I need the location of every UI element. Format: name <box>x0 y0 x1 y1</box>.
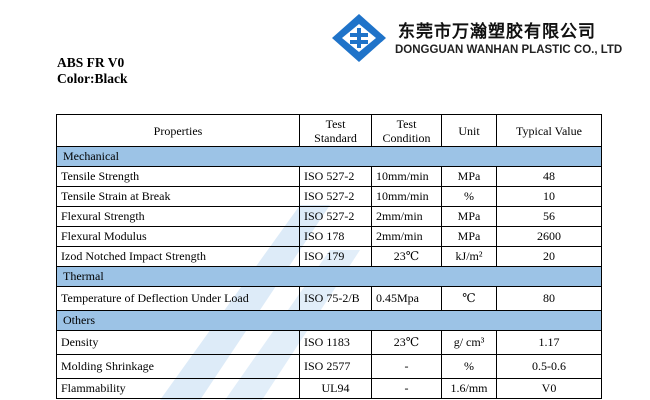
company-name-en: DONGGUAN WANHAN PLASTIC CO., LTD <box>395 44 623 56</box>
product-color: Color:Black <box>57 71 128 86</box>
table-row: Density ISO 1183 23℃ g/ cm³ 1.17 <box>56 330 602 355</box>
table-row: Tensile Strain at Break ISO 527-2 10mm/m… <box>56 186 602 207</box>
header-test-condition: Test Condition <box>371 114 442 147</box>
header-unit: Unit <box>441 114 497 147</box>
table-row: Temperature of Deflection Under Load ISO… <box>56 286 602 311</box>
section-row-thermal: Thermal <box>56 266 602 287</box>
table-row: Flexural Modulus ISO 178 2mm/min MPa 260… <box>56 226 602 247</box>
header-typical-value: Typical Value <box>496 114 602 147</box>
company-logo <box>332 14 386 62</box>
table-row: Tensile Strength ISO 527-2 10mm/min MPa … <box>56 166 602 187</box>
company-name-cn: 东莞市万瀚塑胶有限公司 <box>398 22 596 42</box>
properties-table: Properties Test Standard Test Condition Un… <box>56 114 602 399</box>
product-grade: ABS FR V0 <box>57 55 125 70</box>
section-row-mechanical: Mechanical <box>56 146 602 167</box>
table-row: Flexural Strength ISO 527-2 2mm/min MPa … <box>56 206 602 227</box>
table-row: Molding Shrinkage ISO 2577 - % 0.5-0.6 <box>56 354 602 379</box>
section-row-others: Others <box>56 310 602 331</box>
table-row: Flammability UL94 - 1.6/mm V0 <box>56 378 602 399</box>
table-row: Izod Notched Impact Strength ISO 179 23℃… <box>56 246 602 267</box>
header-properties: Properties <box>56 114 300 147</box>
product-heading: ABS FR V0 Color:Black <box>57 55 128 87</box>
header-test-standard: Test Standard <box>299 114 372 147</box>
table-header-row: Properties Test Standard Test Condition Un… <box>56 114 602 147</box>
